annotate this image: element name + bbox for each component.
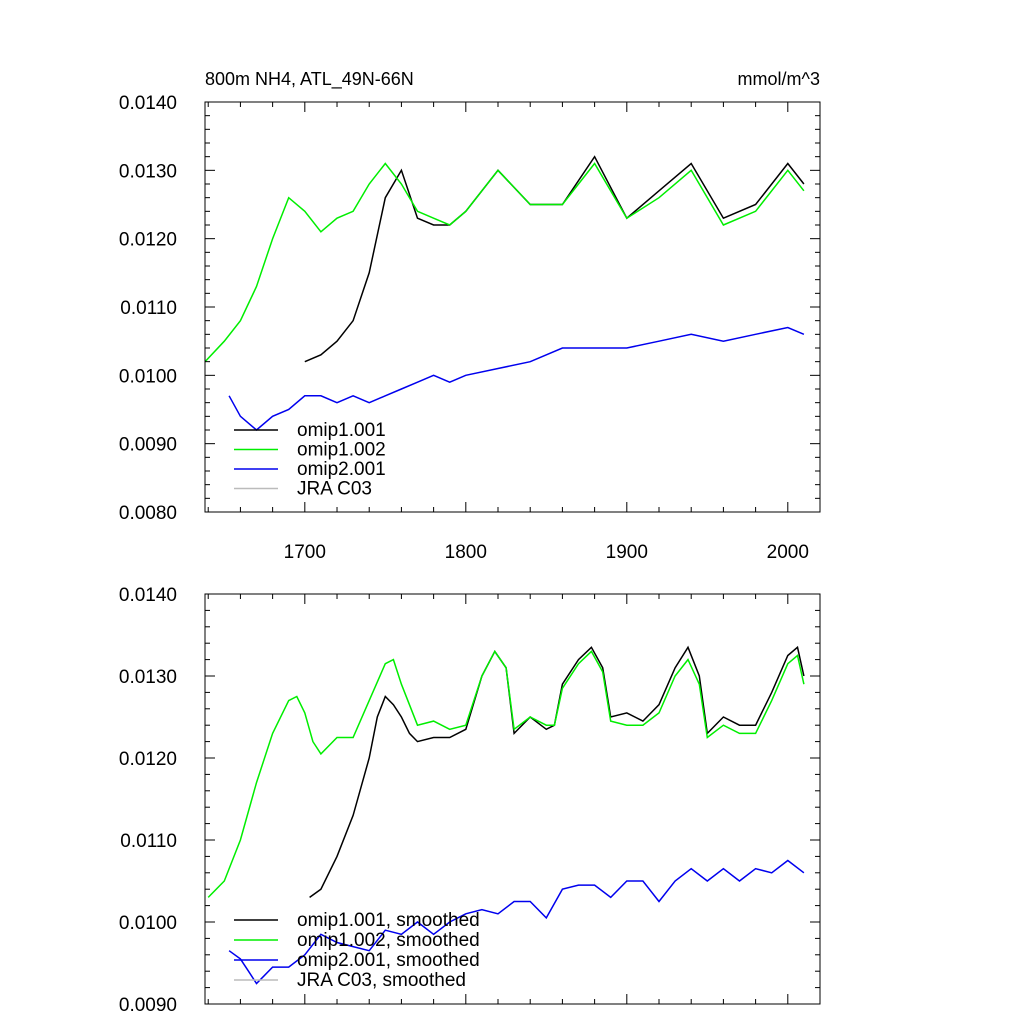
top-series-line-0	[304, 155, 805, 363]
bottom-legend-label-2: omip2.001, smoothed	[297, 950, 480, 971]
top-ytick-label: 0.0140	[119, 93, 177, 114]
top-xtick-label: 1900	[606, 542, 648, 563]
bottom-series-line-2	[228, 859, 805, 985]
top-xtick-label: 1700	[284, 542, 326, 563]
bottom-ytick-label: 0.0130	[119, 667, 177, 688]
top-xtick-label: 1800	[445, 542, 487, 563]
top-ytick-label: 0.0110	[120, 298, 177, 319]
bottom-ytick-label: 0.0140	[119, 585, 177, 606]
bottom-ytick-label: 0.0110	[120, 831, 177, 852]
bottom-ytick-label: 0.0120	[119, 749, 177, 770]
top-legend-label-0: omip1.001	[297, 420, 386, 441]
top-legend-label-2: omip2.001	[297, 459, 386, 480]
bottom-series-line-1	[207, 649, 805, 898]
bottom-ytick-label: 0.0090	[119, 995, 177, 1016]
top-panel: 0.0080 0.0090 0.0100 0.0110 0.0120 0.0130 0.01…	[119, 69, 821, 563]
bottom-legend-label-3: JRA C03, smoothed	[297, 970, 466, 991]
bottom-panel: 0.0090 0.0100 0.0110 0.0120 0.0130 0.0140 omip…	[119, 585, 821, 1016]
bottom-series-group	[207, 645, 805, 985]
top-ytick-label: 0.0090	[119, 435, 177, 456]
top-units-label: mmol/m^3	[738, 69, 820, 89]
top-legend-label-1: omip1.002	[297, 440, 386, 461]
top-series-group	[205, 155, 805, 431]
bottom-ytick-label: 0.0100	[119, 913, 177, 934]
bottom-legend-label-1: omip1.002, smoothed	[297, 930, 480, 951]
top-ytick-label: 0.0080	[119, 503, 177, 524]
top-series-line-1	[205, 162, 805, 363]
top-series-line-2	[228, 326, 805, 431]
bottom-series-line-0	[309, 645, 805, 899]
top-ytick-label: 0.0100	[119, 366, 177, 387]
top-xtick-label: 2000	[767, 542, 809, 563]
top-ytick-label: 0.0120	[119, 230, 177, 251]
bottom-legend-label-0: omip1.001, smoothed	[297, 910, 480, 931]
top-chart-title: 800m NH4, ATL_49N-66N	[205, 69, 414, 90]
top-ytick-label: 0.0130	[119, 161, 177, 182]
top-legend-label-3: JRA C03	[297, 479, 372, 500]
bottom-plot-frame	[204, 593, 821, 1005]
